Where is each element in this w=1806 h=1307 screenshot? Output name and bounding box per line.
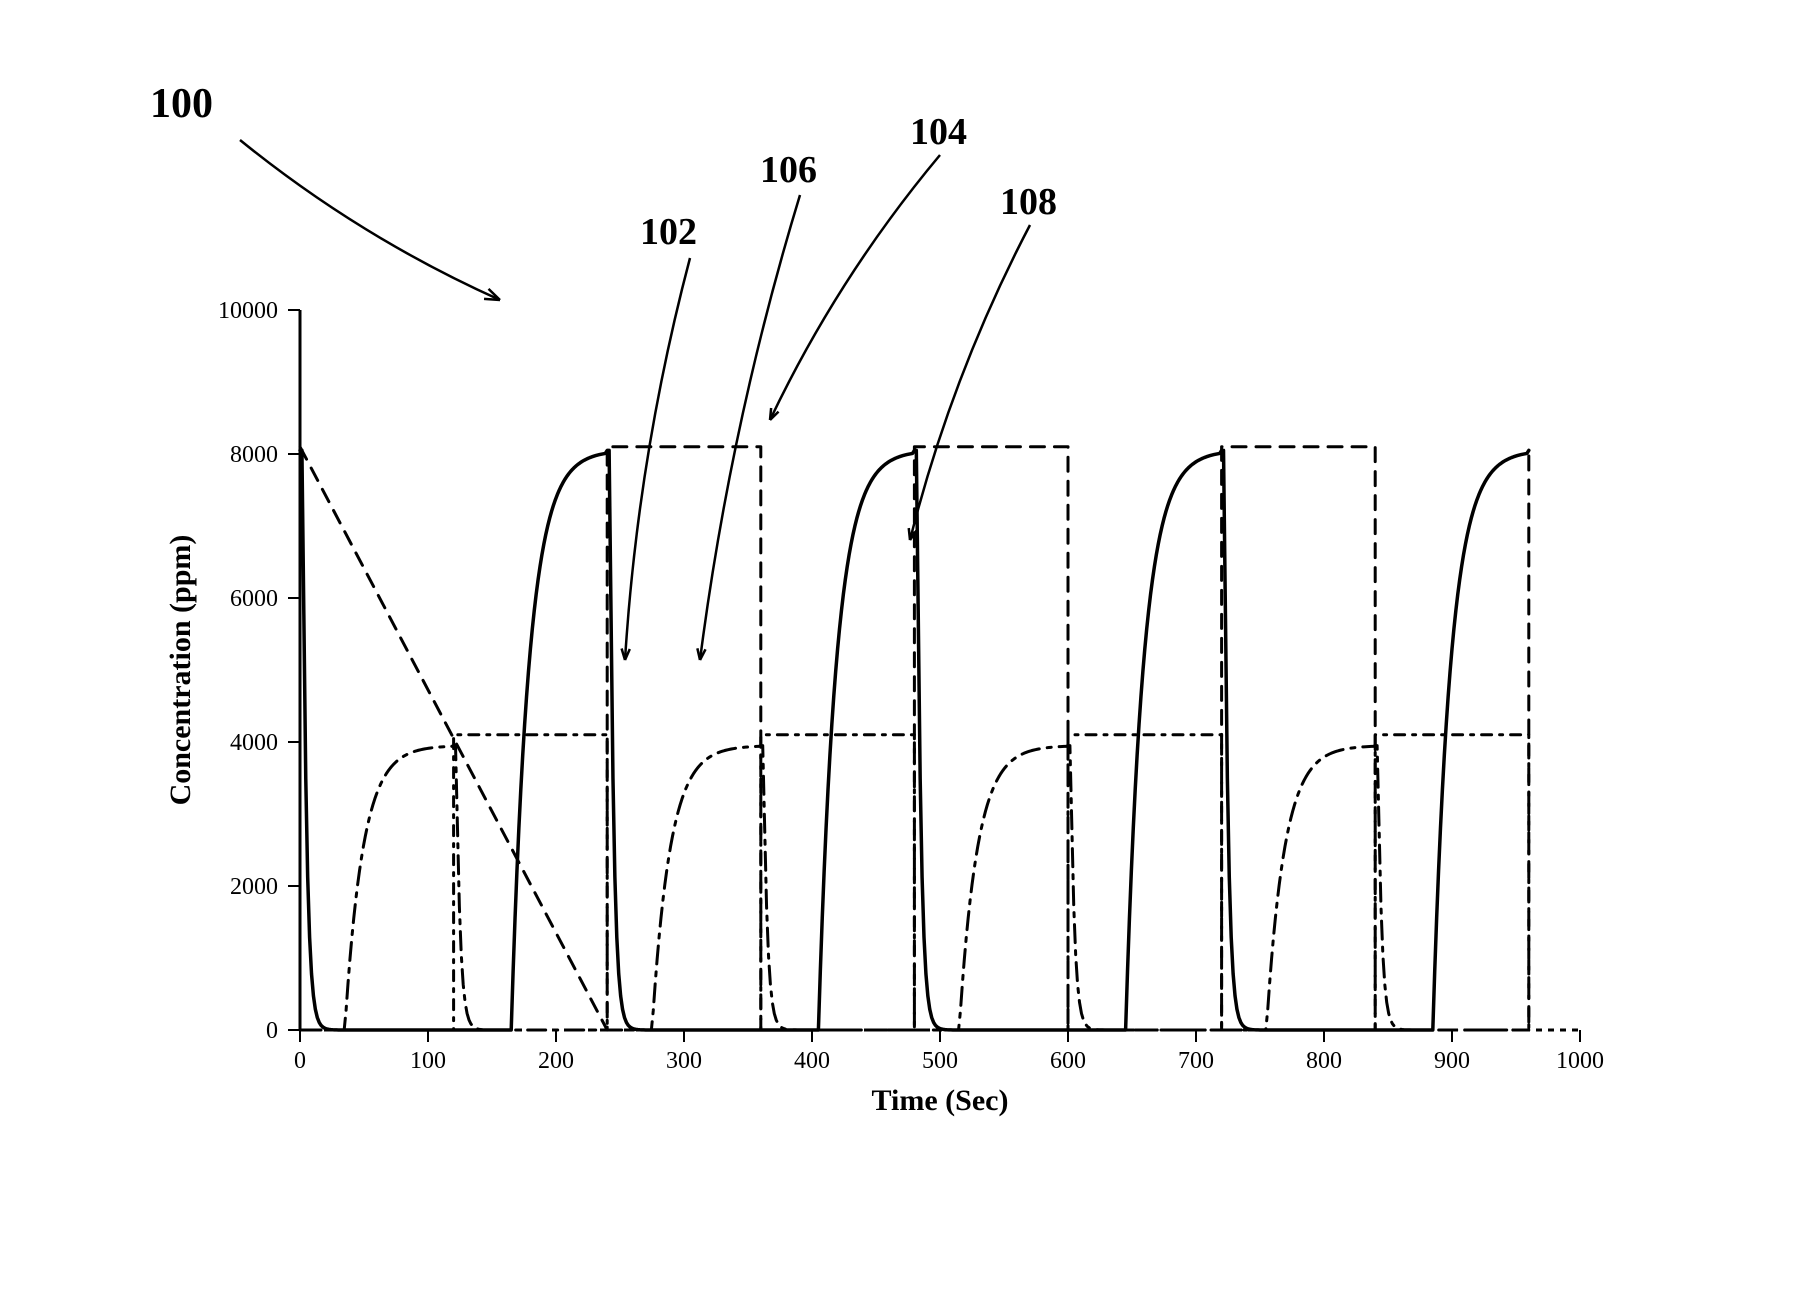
callout-arrow-108 <box>0 0 1806 1307</box>
